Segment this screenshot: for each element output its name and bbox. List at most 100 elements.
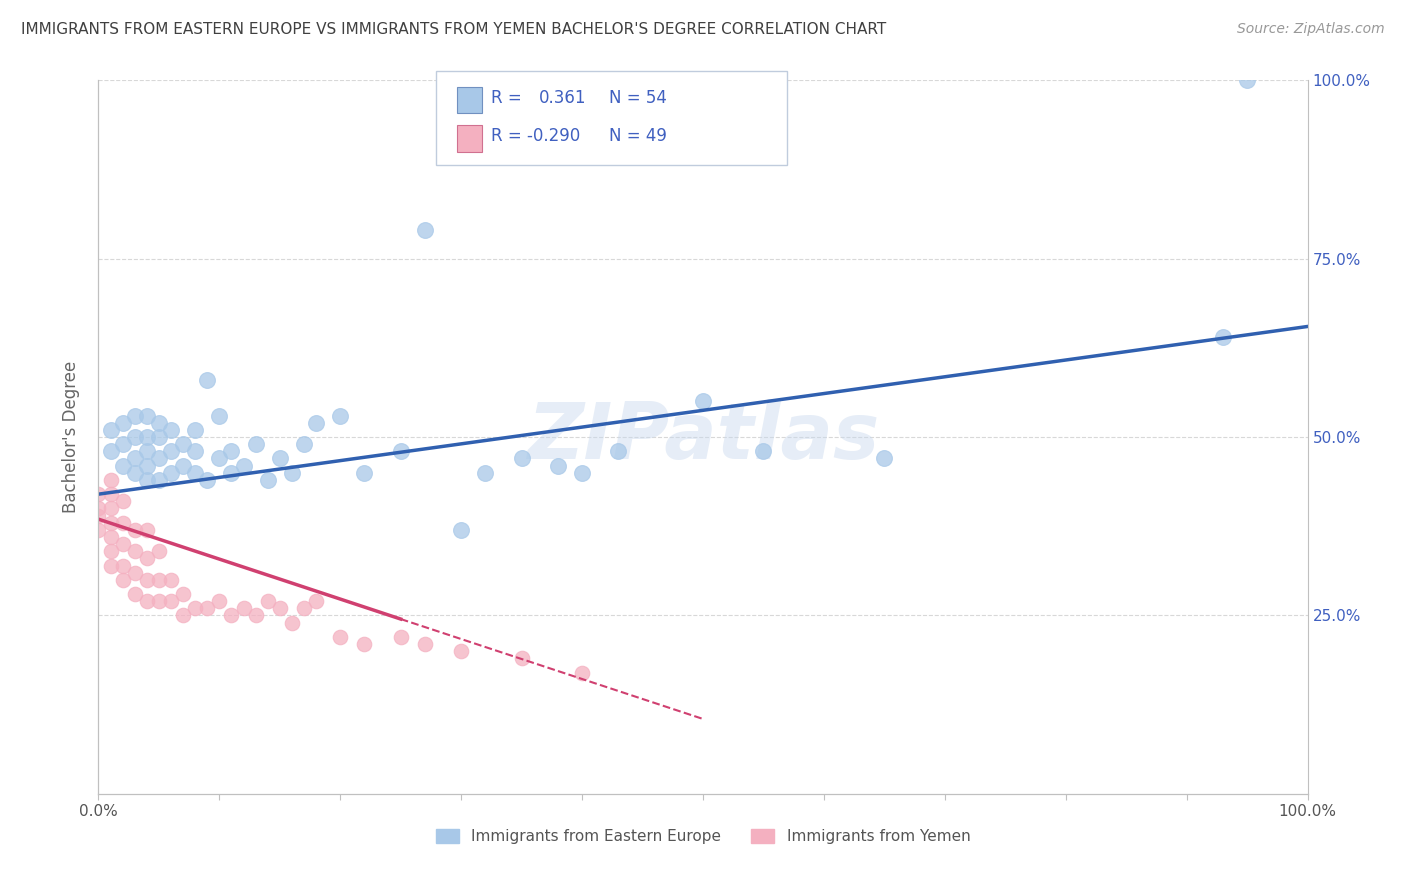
- Point: [292, 601, 315, 615]
- Point: [281, 466, 304, 480]
- Point: [413, 637, 436, 651]
- Point: [245, 608, 267, 623]
- Point: [256, 473, 278, 487]
- Point: [124, 409, 146, 423]
- Point: [160, 423, 183, 437]
- Point: [184, 423, 207, 437]
- Point: [148, 594, 170, 608]
- Point: [124, 430, 146, 444]
- Point: [873, 451, 896, 466]
- Point: [172, 437, 194, 451]
- Point: [100, 423, 122, 437]
- Point: [111, 516, 134, 530]
- Point: [124, 523, 146, 537]
- Point: [87, 487, 110, 501]
- Point: [221, 608, 243, 623]
- Point: [208, 451, 231, 466]
- Point: [160, 466, 183, 480]
- Point: [124, 451, 146, 466]
- Point: [269, 601, 291, 615]
- Point: [172, 458, 194, 473]
- Text: R =: R =: [491, 89, 522, 107]
- Point: [281, 615, 304, 630]
- Point: [135, 573, 157, 587]
- Text: N = 54: N = 54: [609, 89, 666, 107]
- Point: [692, 394, 714, 409]
- Point: [135, 523, 157, 537]
- Point: [184, 466, 207, 480]
- Text: R = -0.290: R = -0.290: [491, 128, 579, 145]
- Point: [100, 444, 122, 458]
- Y-axis label: Bachelor's Degree: Bachelor's Degree: [62, 361, 80, 513]
- Point: [160, 444, 183, 458]
- Point: [124, 544, 146, 558]
- Point: [87, 501, 110, 516]
- Point: [329, 409, 352, 423]
- Point: [111, 573, 134, 587]
- Point: [100, 501, 122, 516]
- Point: [305, 594, 328, 608]
- Point: [208, 594, 231, 608]
- Point: [305, 416, 328, 430]
- Point: [111, 537, 134, 551]
- Point: [148, 451, 170, 466]
- Point: [172, 587, 194, 601]
- Point: [111, 458, 134, 473]
- Point: [450, 523, 472, 537]
- Point: [100, 544, 122, 558]
- Point: [232, 601, 254, 615]
- Text: 0.361: 0.361: [538, 89, 586, 107]
- Point: [474, 466, 496, 480]
- Point: [135, 458, 157, 473]
- Point: [148, 544, 170, 558]
- Point: [124, 587, 146, 601]
- Point: [135, 444, 157, 458]
- Point: [571, 466, 593, 480]
- Point: [450, 644, 472, 658]
- Point: [184, 601, 207, 615]
- Point: [100, 558, 122, 573]
- Point: [111, 437, 134, 451]
- Point: [195, 601, 218, 615]
- Point: [135, 473, 157, 487]
- Point: [135, 430, 157, 444]
- Point: [607, 444, 630, 458]
- Point: [135, 409, 157, 423]
- Point: [195, 473, 218, 487]
- Point: [752, 444, 775, 458]
- Point: [329, 630, 352, 644]
- Point: [111, 558, 134, 573]
- Point: [232, 458, 254, 473]
- Point: [413, 223, 436, 237]
- Point: [1212, 330, 1234, 344]
- Point: [160, 573, 183, 587]
- Point: [510, 651, 533, 665]
- Point: [148, 430, 170, 444]
- Point: [135, 594, 157, 608]
- Text: Source: ZipAtlas.com: Source: ZipAtlas.com: [1237, 22, 1385, 37]
- Legend: Immigrants from Eastern Europe, Immigrants from Yemen: Immigrants from Eastern Europe, Immigran…: [430, 823, 976, 850]
- Text: ZIPatlas: ZIPatlas: [527, 399, 879, 475]
- Point: [245, 437, 267, 451]
- Point: [100, 516, 122, 530]
- Point: [135, 551, 157, 566]
- Point: [111, 494, 134, 508]
- Point: [148, 573, 170, 587]
- Text: IMMIGRANTS FROM EASTERN EUROPE VS IMMIGRANTS FROM YEMEN BACHELOR'S DEGREE CORREL: IMMIGRANTS FROM EASTERN EUROPE VS IMMIGR…: [21, 22, 886, 37]
- Point: [124, 466, 146, 480]
- Point: [184, 444, 207, 458]
- Point: [256, 594, 278, 608]
- Point: [148, 416, 170, 430]
- Point: [389, 630, 412, 644]
- Point: [353, 637, 375, 651]
- Point: [221, 466, 243, 480]
- Point: [87, 508, 110, 523]
- Point: [172, 608, 194, 623]
- Point: [124, 566, 146, 580]
- Point: [208, 409, 231, 423]
- Point: [87, 523, 110, 537]
- Point: [1236, 73, 1258, 87]
- Text: N = 49: N = 49: [609, 128, 666, 145]
- Point: [221, 444, 243, 458]
- Point: [292, 437, 315, 451]
